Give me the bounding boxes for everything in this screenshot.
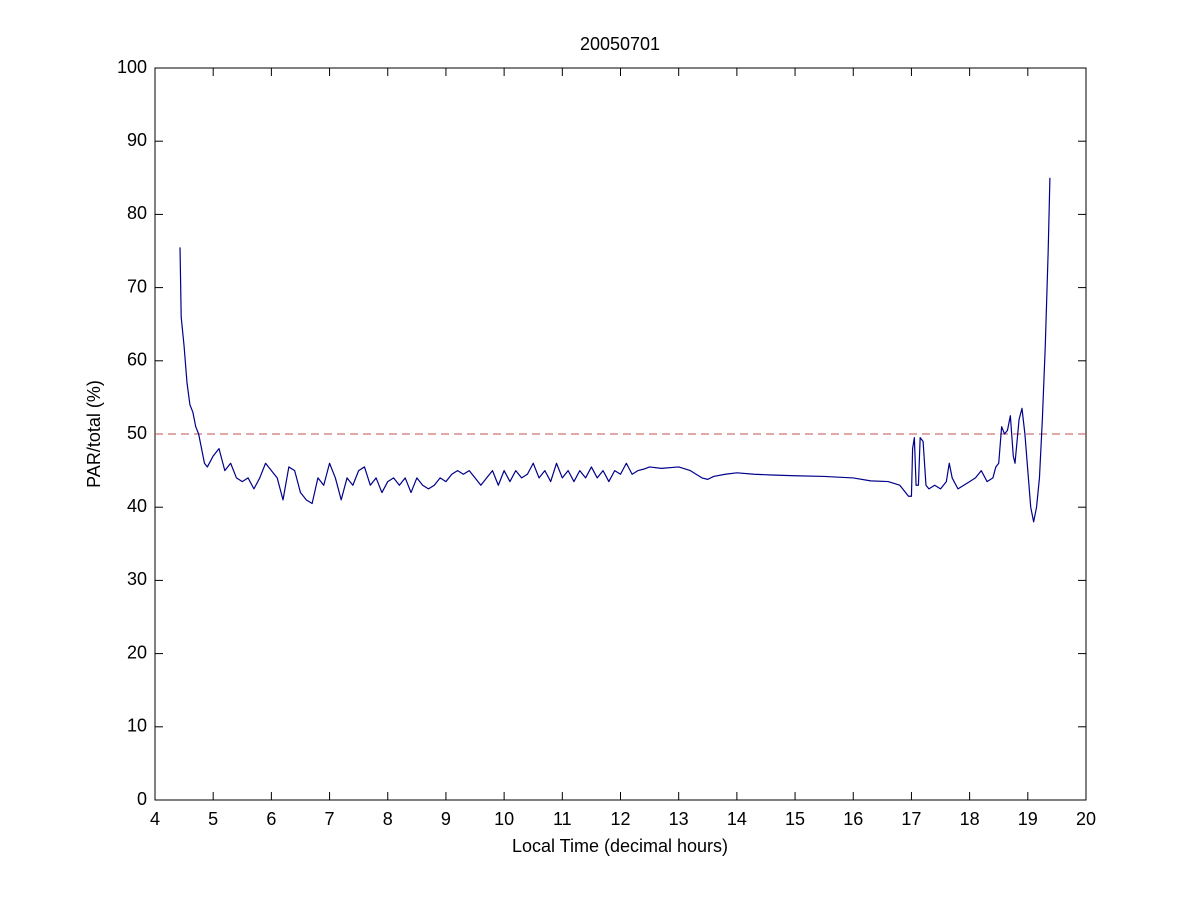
x-tick-label: 20: [1076, 809, 1096, 829]
x-tick-label: 5: [208, 809, 218, 829]
chart-title: 20050701: [580, 34, 660, 54]
x-tick-label: 9: [441, 809, 451, 829]
y-tick-label: 50: [127, 423, 147, 443]
x-tick-label: 4: [150, 809, 160, 829]
y-tick-label: 90: [127, 130, 147, 150]
x-tick-label: 18: [960, 809, 980, 829]
y-tick-label: 80: [127, 203, 147, 223]
y-tick-label: 70: [127, 276, 147, 296]
x-tick-label: 6: [266, 809, 276, 829]
x-tick-label: 7: [325, 809, 335, 829]
x-tick-label: 11: [553, 809, 572, 829]
y-tick-label: 10: [127, 716, 147, 736]
y-axis-label: PAR/total (%): [84, 380, 104, 488]
x-tick-label: 17: [901, 809, 921, 829]
x-tick-label: 8: [383, 809, 393, 829]
x-tick-label: 19: [1018, 809, 1038, 829]
y-tick-label: 40: [127, 496, 147, 516]
x-tick-label: 12: [610, 809, 630, 829]
x-axis-label: Local Time (decimal hours): [512, 836, 728, 856]
x-tick-label: 10: [494, 809, 514, 829]
x-tick-label: 16: [843, 809, 863, 829]
x-tick-label: 15: [785, 809, 805, 829]
y-tick-label: 30: [127, 569, 147, 589]
y-tick-label: 0: [137, 789, 147, 809]
y-tick-label: 100: [117, 57, 147, 77]
data-line: [179, 177, 1051, 523]
y-tick-label: 20: [127, 642, 147, 662]
y-tick-label: 60: [127, 350, 147, 370]
x-tick-label: 13: [669, 809, 689, 829]
x-tick-label: 14: [727, 809, 747, 829]
